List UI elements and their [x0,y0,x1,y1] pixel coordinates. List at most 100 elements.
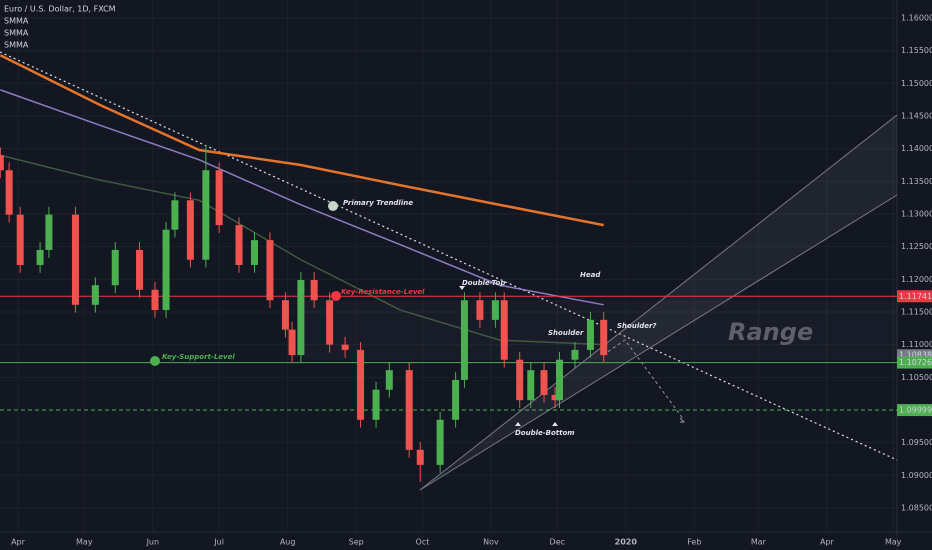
smma-line [0,89,604,306]
primary-trendline [0,51,898,461]
price-label: 1.10726 [899,358,932,367]
y-tick-label: 1.11500 [901,308,932,317]
candle-body [555,359,563,401]
candle-body [586,319,594,350]
candle-body [341,344,349,350]
candle-body [36,249,44,265]
x-tick-label: Feb [687,538,701,547]
candle-body [91,285,99,305]
candle-body [436,419,444,465]
annotation: Double-Top [462,279,505,287]
y-tick-label: 1.13500 [901,177,932,186]
candle-body [326,300,334,345]
annotation: Primary Trendline [343,199,413,207]
projection [602,339,685,421]
candle-body [45,214,53,250]
x-tick-label: Aug [280,538,296,547]
price-label-box [897,356,932,369]
candle-body [452,379,460,420]
annotation: Range [728,318,813,346]
annotation: Key-Support-Level [162,353,235,361]
annotation: Key-Resistance-Level [341,288,425,296]
x-tick-label: 2020 [615,538,638,547]
projection-arrow [679,417,686,423]
legend-entry: SMMA [4,41,29,50]
x-tick-label: May [885,538,902,547]
y-tick-label: 1.13000 [901,210,932,219]
candle-body [372,389,380,420]
price-label: 1.10838 [899,351,932,360]
y-tick-label: 1.15500 [901,46,932,55]
candle-body [385,370,393,390]
y-tick-label: 1.08500 [901,503,932,512]
candle-body [16,214,24,265]
annotation: Head [580,271,601,279]
candle-body [527,370,535,401]
candle-body [460,300,468,380]
candle-body [162,229,170,311]
y-tick-label: 1.09500 [901,438,932,447]
x-tick-label: Jul [213,538,224,547]
candle-body [600,319,608,356]
channel-lower [419,194,898,491]
candle-body [151,289,159,311]
support-marker [150,356,160,366]
smma-line [0,54,604,227]
candle-body [71,214,79,305]
candle-body [297,279,305,356]
annotation: Shoulder [548,329,584,337]
annotation: Double-Bottom [515,429,575,437]
x-tick-label: Sep [349,538,364,547]
candle-body [250,240,258,265]
y-tick-label: 1.15000 [901,79,932,88]
price-label-box [897,404,932,417]
y-tick-label: 1.09000 [901,471,932,480]
candle-body [0,155,4,171]
candle-body [491,300,499,320]
candle-body [540,370,548,395]
y-tick-label: 1.14500 [901,112,932,121]
candle-body [310,279,318,301]
x-tick-label: Dec [550,538,565,547]
y-tick-label: 1.12000 [901,275,932,284]
annotation: Shoulder? [617,322,657,330]
y-tick-label: 1.11000 [901,340,932,349]
candle-body [516,359,524,401]
candle-body [215,170,223,226]
x-tick-label: Jun [146,538,160,547]
candle-body [405,370,413,450]
candle-body [500,300,508,360]
x-tick-label: May [76,538,93,547]
y-tick-label: 1.12500 [901,242,932,251]
x-tick-label: Apr [820,538,835,547]
candle-body [235,225,243,265]
trendline-marker [328,201,338,211]
x-tick-label: Nov [483,538,499,547]
candle-body [171,200,179,230]
candle-body [186,200,194,260]
y-tick-label: 1.14000 [901,144,932,153]
candle-body [266,240,274,301]
x-tick-label: Apr [11,538,26,547]
x-tick-label: Mar [751,538,767,547]
y-tick-label: 1.10500 [901,373,932,382]
chart-title: Euro / U.S. Dollar, 1D, FXCM [4,5,116,14]
candle-body [476,300,484,320]
candle-body [281,300,289,330]
candle-body [202,170,210,260]
price-label-box [897,290,932,303]
legend-entry: SMMA [4,29,29,38]
price-label: 1.11741 [899,292,932,301]
legend-entry: SMMA [4,17,29,26]
candle-body [551,394,559,401]
candle-body [357,349,365,420]
y-tick-label: 1.16000 [901,14,932,23]
candle-body [136,249,144,290]
channel-upper [419,114,898,491]
x-tick-label: Oct [416,538,430,547]
candle-body [571,349,579,360]
smma-line [0,154,604,346]
candle-body [5,170,13,215]
candle-body [288,329,296,356]
